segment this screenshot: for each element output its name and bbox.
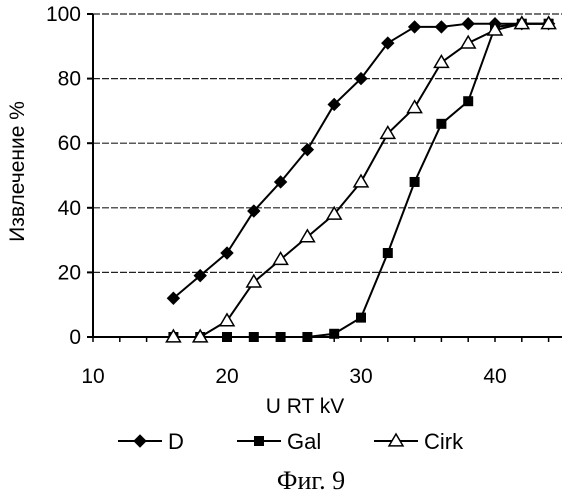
point-gal-4 (276, 332, 286, 342)
grid (93, 14, 562, 272)
point-gal-10 (436, 119, 446, 129)
point-d-11 (462, 18, 474, 30)
point-gal-5 (302, 332, 312, 342)
point-cirk-11 (461, 36, 475, 48)
point-cirk-10 (434, 55, 448, 67)
point-cirk-7 (354, 175, 368, 187)
point-gal-11 (463, 96, 473, 106)
point-d-9 (409, 21, 421, 33)
series-cirk (166, 17, 555, 342)
x-tick-label-40: 40 (483, 365, 506, 388)
series-line-d (173, 24, 548, 299)
point-gal-9 (410, 177, 420, 187)
point-gal-2 (222, 332, 232, 342)
legend-item-cirk: Cirk (374, 429, 464, 454)
point-gal-3 (249, 332, 259, 342)
x-tick-label-20: 20 (215, 365, 238, 388)
point-cirk-2 (220, 314, 234, 326)
point-gal-6 (329, 329, 339, 339)
legend-label-cirk: Cirk (424, 429, 464, 454)
series-group (166, 17, 555, 342)
axes (87, 14, 562, 342)
x-tick-label-30: 30 (349, 365, 372, 388)
series-d (167, 18, 554, 305)
y-tick-label-20: 20 (58, 261, 81, 284)
legend: D Gal Cirk (118, 429, 464, 454)
legend-marker-gal (254, 436, 264, 446)
point-d-10 (435, 21, 447, 33)
y-tick-label-80: 80 (58, 68, 81, 91)
point-cirk-9 (408, 101, 422, 113)
y-axis-title: Извлечение % (6, 101, 29, 242)
legend-item-d: D (118, 429, 184, 454)
figure-caption: Фиг. 9 (277, 466, 345, 495)
x-tick-label-10: 10 (81, 365, 104, 388)
legend-marker-d (134, 435, 146, 447)
legend-item-gal: Gal (237, 429, 321, 454)
y-tick-labels: 0 20 40 60 80 100 (46, 3, 81, 349)
y-tick-label-0: 0 (69, 326, 81, 349)
legend-marker-cirk (389, 434, 403, 446)
y-tick-label-100: 100 (46, 3, 81, 26)
y-tick-label-40: 40 (58, 197, 81, 220)
legend-label-d: D (168, 429, 184, 454)
point-gal-8 (383, 248, 393, 258)
legend-label-gal: Gal (287, 429, 321, 454)
point-gal-7 (356, 313, 366, 323)
x-tick-labels: 10 20 30 40 (81, 365, 506, 388)
x-axis-title: U RT kV (266, 395, 345, 418)
y-tick-label-60: 60 (58, 132, 81, 155)
